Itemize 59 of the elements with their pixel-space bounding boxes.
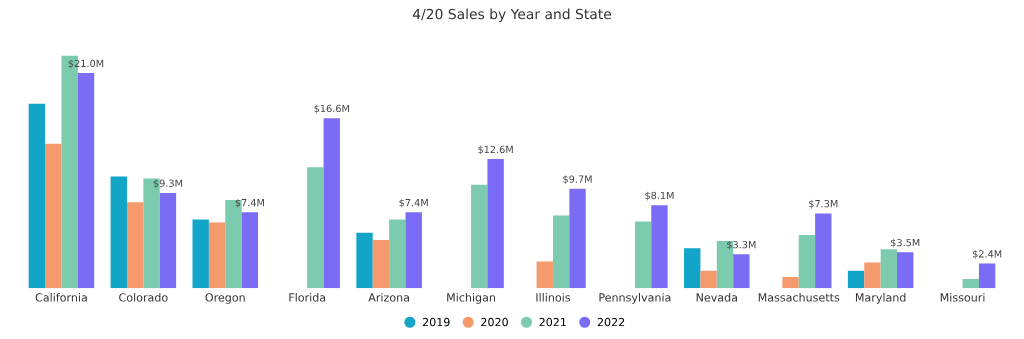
x-tick-label: Maryland — [855, 293, 906, 304]
bar — [471, 184, 488, 289]
x-tick-label: Pennsylvania — [599, 293, 671, 304]
bar — [798, 234, 816, 289]
x-tick-label: Michigan — [447, 293, 495, 304]
x-tick-label: Colorado — [119, 293, 168, 302]
bar — [684, 248, 701, 289]
legend-label: 2022 — [597, 317, 625, 327]
bar — [782, 276, 799, 289]
x-tick-label: Illinois — [536, 293, 571, 302]
bar — [700, 270, 717, 289]
data-label: $8.1M — [645, 191, 674, 201]
data-label: $16.6M — [314, 104, 349, 114]
legend-label: 2019 — [422, 317, 450, 327]
data-label: $2.4M — [972, 250, 1002, 259]
bar — [815, 213, 832, 289]
chart-title: 4/20 Sales by Year and State — [412, 8, 612, 22]
bar — [28, 103, 46, 289]
bar — [880, 249, 898, 289]
bar — [159, 192, 177, 289]
bar — [241, 212, 259, 289]
bar — [569, 188, 586, 289]
bar — [323, 118, 340, 289]
bar — [45, 143, 62, 289]
bar — [552, 215, 570, 289]
data-label: $3.5M — [891, 238, 920, 248]
bar — [897, 252, 914, 289]
bar — [110, 176, 127, 289]
data-label: $7.4M — [399, 198, 428, 208]
bar — [733, 254, 750, 289]
x-tick-label: Arizona — [368, 293, 409, 302]
data-label: $7.3M — [809, 199, 838, 209]
bar — [192, 219, 209, 289]
bar — [962, 278, 979, 289]
x-tick-label: Florida — [289, 293, 326, 302]
data-label: $9.7M — [563, 175, 592, 185]
bar — [487, 159, 504, 289]
bar — [651, 205, 668, 289]
x-tick-label: California — [35, 293, 87, 302]
bar — [126, 202, 144, 289]
bar — [372, 240, 390, 289]
bar — [405, 212, 422, 289]
x-tick-label: Massachusetts — [758, 293, 840, 302]
bar — [864, 262, 881, 289]
bar — [208, 222, 226, 289]
bar — [847, 270, 865, 289]
bar — [536, 261, 553, 289]
bar — [634, 221, 652, 289]
x-tick-label: Missouri — [940, 293, 985, 302]
x-tick-label: Oregon — [205, 293, 245, 304]
bar — [77, 73, 95, 289]
bar — [356, 232, 373, 289]
x-tick-label: Nevada — [696, 293, 737, 302]
bar — [978, 263, 996, 289]
legend-label: 2021 — [539, 317, 566, 327]
data-label: $12.6M — [478, 145, 513, 155]
bar — [307, 167, 324, 289]
bar — [389, 219, 406, 289]
legend-label: 2020 — [481, 317, 508, 327]
